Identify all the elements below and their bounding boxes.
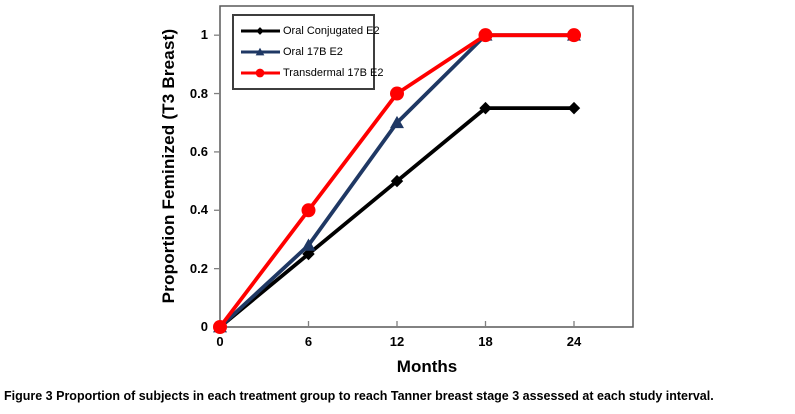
y-tick-label: 0.4 <box>189 202 208 218</box>
legend-label: Transdermal 17B E2 <box>283 66 384 79</box>
caption-text: Proportion of subjects in each treatment… <box>56 389 714 403</box>
circle-marker-icon <box>213 320 227 334</box>
x-tick-label: 12 <box>389 334 405 349</box>
y-tick-label: 0.6 <box>189 143 208 159</box>
circle-marker-icon <box>478 28 493 43</box>
x-tick-label: 18 <box>478 334 493 349</box>
figure-caption: Figure 3 Proportion of subjects in each … <box>4 389 792 405</box>
triangle-marker-icon <box>255 47 265 55</box>
legend-item-transdermal-17b-e2: Transdermal 17B E2 <box>240 62 383 83</box>
legend-item-oral-17b-e2: Oral 17B E2 <box>240 41 373 62</box>
legend-sample-triangle-icon <box>241 47 280 55</box>
legend-sample-diamond-icon <box>241 26 280 35</box>
diamond-marker-icon <box>256 26 264 35</box>
y-tick-label: 1 <box>200 27 208 43</box>
legend-label: Oral 17B E2 <box>283 45 343 58</box>
legend-sample-circle-icon <box>241 68 280 77</box>
circle-marker-icon <box>255 68 265 77</box>
diamond-marker-icon <box>479 101 492 115</box>
line-chart <box>213 5 634 334</box>
x-tick-label: 6 <box>304 334 313 349</box>
diamond-marker-icon <box>390 174 404 188</box>
y-axis-label: Proportion Feminized (T3 Breast) <box>159 28 178 304</box>
diamond-marker-icon <box>302 247 315 261</box>
series-line-oral-conjugated-e2 <box>218 106 576 329</box>
circle-marker-icon <box>301 203 316 218</box>
circle-marker-icon <box>390 86 404 101</box>
circle-marker-icon <box>567 28 581 43</box>
legend-item-oral-conjugated-e2: Oral Conjugated E2 <box>240 20 380 41</box>
plot-border <box>219 5 634 328</box>
y-tick-label: 0.8 <box>189 85 208 101</box>
caption-label: Figure 3 <box>4 389 53 403</box>
triangle-marker-icon <box>390 115 404 129</box>
x-tick-label: 0 <box>216 334 224 349</box>
legend: Oral Conjugated E2 Oral 17B E2 Transdermal… <box>232 14 383 90</box>
legend-label: Oral Conjugated E2 <box>283 24 380 37</box>
diamond-marker-icon <box>567 101 581 115</box>
y-tick-label: 0 <box>200 319 208 334</box>
y-tick-label: 0.2 <box>189 260 208 276</box>
x-tick-label: 24 <box>566 334 582 349</box>
triangle-marker-icon <box>301 238 316 251</box>
x-axis-label: Months <box>396 357 458 376</box>
